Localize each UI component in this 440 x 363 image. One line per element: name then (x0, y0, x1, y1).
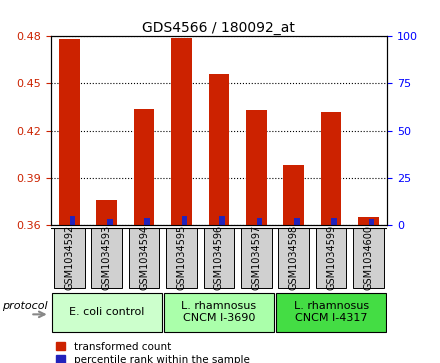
Bar (276, 293, 386, 332)
Bar (129, 228, 159, 288)
Bar (92, 228, 122, 288)
Text: GSM1034593: GSM1034593 (102, 225, 112, 290)
Bar (241, 228, 271, 288)
Text: GSM1034599: GSM1034599 (326, 225, 336, 290)
Bar (204, 228, 234, 288)
Bar (283, 165, 304, 225)
Text: L. rhamnosus
CNCM I-3690: L. rhamnosus CNCM I-3690 (181, 301, 257, 323)
Legend: transformed count, percentile rank within the sample: transformed count, percentile rank withi… (52, 337, 253, 363)
Text: GSM1034600: GSM1034600 (363, 225, 374, 290)
Bar (54, 228, 84, 288)
Bar (96, 200, 117, 225)
Bar (70, 216, 75, 225)
Bar (358, 217, 379, 225)
Bar (171, 38, 192, 225)
Bar (279, 228, 309, 288)
Title: GDS4566 / 180092_at: GDS4566 / 180092_at (143, 21, 295, 35)
Text: protocol: protocol (3, 301, 48, 311)
Text: GSM1034597: GSM1034597 (251, 225, 261, 290)
Bar (144, 217, 150, 225)
Bar (52, 293, 161, 332)
Bar (316, 228, 346, 288)
Bar (164, 293, 274, 332)
Bar (257, 217, 262, 225)
Text: GSM1034595: GSM1034595 (176, 225, 187, 290)
Bar (134, 109, 154, 225)
Text: L. rhamnosus
CNCM I-4317: L. rhamnosus CNCM I-4317 (293, 301, 369, 323)
Bar (369, 219, 374, 225)
Bar (182, 216, 187, 225)
Text: GSM1034592: GSM1034592 (64, 225, 74, 290)
Text: GSM1034598: GSM1034598 (289, 225, 299, 290)
Bar (321, 112, 341, 225)
Bar (331, 217, 337, 225)
Text: GSM1034594: GSM1034594 (139, 225, 149, 290)
Bar (246, 110, 267, 225)
Bar (59, 40, 80, 225)
Text: GSM1034596: GSM1034596 (214, 225, 224, 290)
Bar (209, 74, 229, 225)
Bar (294, 217, 300, 225)
Bar (219, 216, 225, 225)
Bar (166, 228, 197, 288)
Bar (353, 228, 384, 288)
Text: E. coli control: E. coli control (69, 307, 144, 317)
Bar (107, 219, 113, 225)
